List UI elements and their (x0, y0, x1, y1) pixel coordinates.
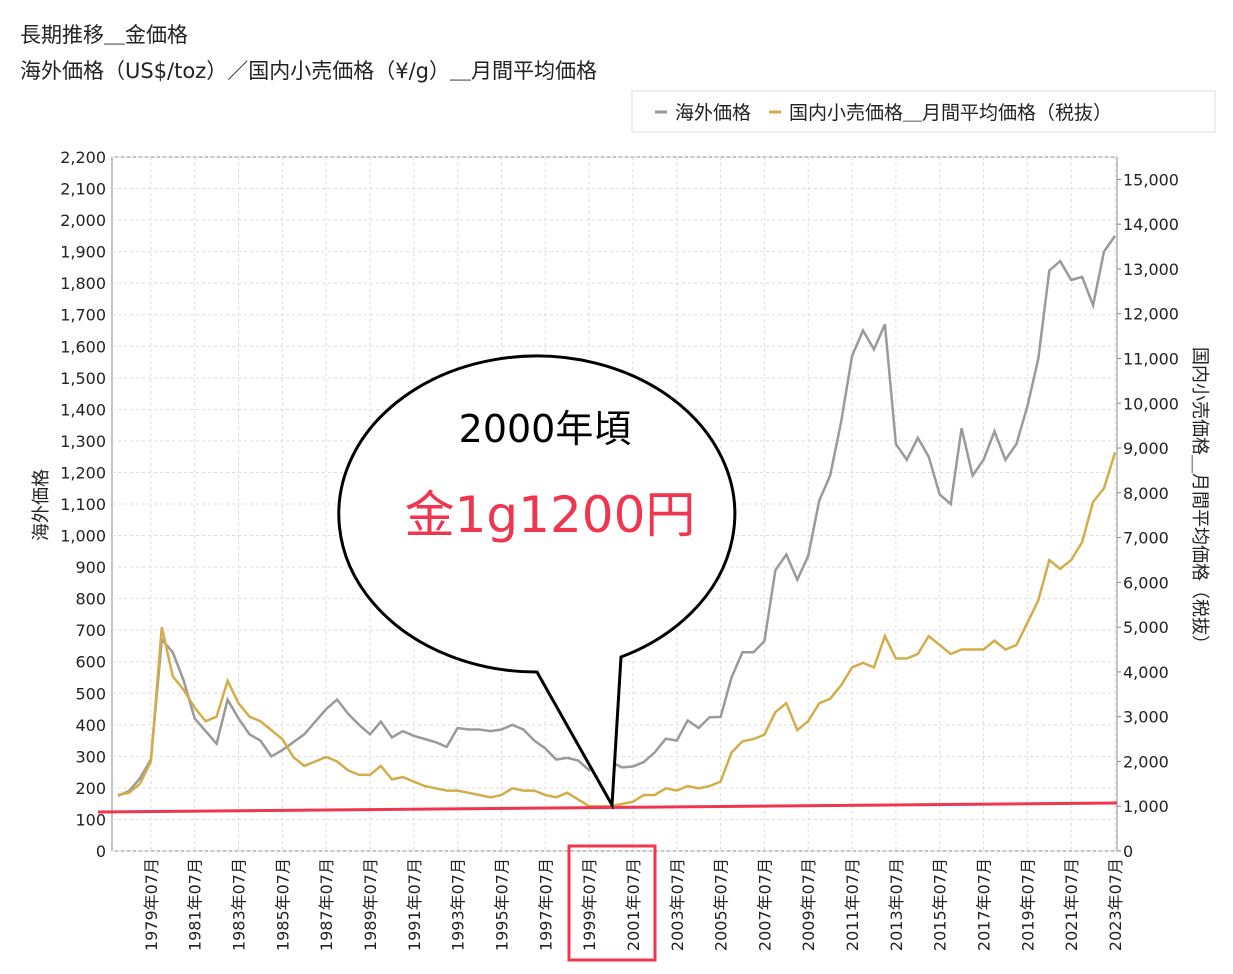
y-tick-label: 2,000 (60, 211, 106, 230)
y-tick-label: 1,700 (60, 306, 106, 325)
y-tick-label: 300 (75, 747, 106, 766)
chart-title: 長期推移＿金価格 (20, 23, 188, 47)
y-tick-label: 500 (75, 684, 106, 703)
highlight-box (567, 844, 657, 962)
x-tick-label: 2019年07月 (1018, 858, 1037, 951)
y-tick-label: 200 (75, 779, 106, 798)
y2-tick-label: 6,000 (1123, 573, 1169, 592)
y2-tick-label: 2,000 (1123, 752, 1169, 771)
x-tick-label: 2017年07月 (975, 858, 994, 951)
series-line (117, 452, 1117, 808)
legend-box (631, 90, 1216, 133)
x-tick-label: 2007年07月 (755, 858, 774, 951)
x-tick-label: 2023年07月 (1106, 858, 1125, 951)
y-tick-label: 100 (75, 810, 106, 829)
y-tick-label: 0 (96, 842, 106, 861)
x-tick-label: 2009年07月 (799, 858, 818, 951)
x-tick-label: 1999年07月 (580, 858, 599, 951)
lines (117, 235, 1117, 808)
y2-tick-label: 12,000 (1123, 305, 1179, 324)
x-tick-label: 2015年07月 (931, 858, 950, 951)
y-tick-label: 1,800 (60, 274, 106, 293)
x-tick-label: 2021年07月 (1062, 858, 1081, 951)
legend-label: 国内小売価格＿月間平均価格（税抜） (789, 102, 1112, 124)
y2-tick-label: 7,000 (1123, 529, 1169, 548)
y-tick-label: 1,400 (60, 400, 106, 419)
y-tick-label: 1,000 (60, 527, 106, 546)
x-tick-label: 2001年07月 (624, 858, 643, 951)
x-tick-label: 1989年07月 (361, 858, 380, 951)
x-tick-label: 2005年07月 (712, 858, 731, 951)
y2-tick-label: 13,000 (1123, 260, 1179, 279)
y2-axis-title: 国内小売価格＿月間平均価格（税抜） (1189, 347, 1210, 653)
y-tick-label: 900 (75, 558, 106, 577)
x-tick-label: 1979年07月 (142, 858, 161, 951)
y-axis-title: 海外価格 (31, 469, 52, 541)
y-tick-label: 1,900 (60, 243, 106, 262)
y-tick-label: 1,100 (60, 495, 106, 514)
x-tick-label: 2013年07月 (887, 858, 906, 951)
y2-tick-label: 0 (1123, 842, 1133, 861)
y2-tick-label: 14,000 (1123, 215, 1179, 234)
y-tick-label: 1,200 (60, 463, 106, 482)
chart-subtitle: 海外価格（US$/toz）／国内小売価格（¥/g）＿月間平均価格 (20, 59, 597, 83)
x-tick-label: 1997年07月 (536, 858, 555, 951)
x-tick-label: 1993年07月 (449, 858, 468, 951)
y2-tick-label: 8,000 (1123, 484, 1169, 503)
x-tick-label: 1981年07月 (186, 858, 205, 951)
y2-tick-label: 5,000 (1123, 618, 1169, 637)
x-tick-label: 2011年07月 (843, 858, 862, 951)
y-tick-label: 800 (75, 590, 106, 609)
y-tick-label: 700 (75, 621, 106, 640)
y2-tick-label: 11,000 (1123, 349, 1179, 368)
legend-label: 海外価格 (675, 102, 751, 124)
x-tick-label: 1983年07月 (230, 858, 249, 951)
series-line (117, 235, 1117, 797)
y2-tick-label: 15,000 (1123, 170, 1179, 189)
x-tick-label: 1987年07月 (317, 858, 336, 951)
x-tick-label: 2003年07月 (668, 858, 687, 951)
y-tick-label: 400 (75, 716, 106, 735)
y-tick-label: 1,300 (60, 432, 106, 451)
red-line (97, 801, 1118, 814)
annotation: 2000年頃 (459, 407, 632, 451)
callout-bubble (337, 354, 737, 811)
y-tick-label: 2,200 (60, 148, 106, 167)
y-tick-label: 1,600 (60, 337, 106, 356)
x-tick-label: 1991年07月 (405, 858, 424, 951)
annotation: 金1g1200円 (405, 486, 696, 544)
y-tick-label: 2,100 (60, 180, 106, 199)
y2-tick-label: 3,000 (1123, 708, 1169, 727)
y2-tick-label: 10,000 (1123, 394, 1179, 413)
y2-tick-label: 4,000 (1123, 663, 1169, 682)
y-tick-label: 600 (75, 653, 106, 672)
y-tick-label: 1,500 (60, 369, 106, 388)
x-tick-label: 1985年07月 (273, 858, 292, 951)
y2-tick-label: 1,000 (1123, 797, 1169, 816)
x-tick-label: 1995年07月 (492, 858, 511, 951)
y2-tick-label: 9,000 (1123, 439, 1169, 458)
